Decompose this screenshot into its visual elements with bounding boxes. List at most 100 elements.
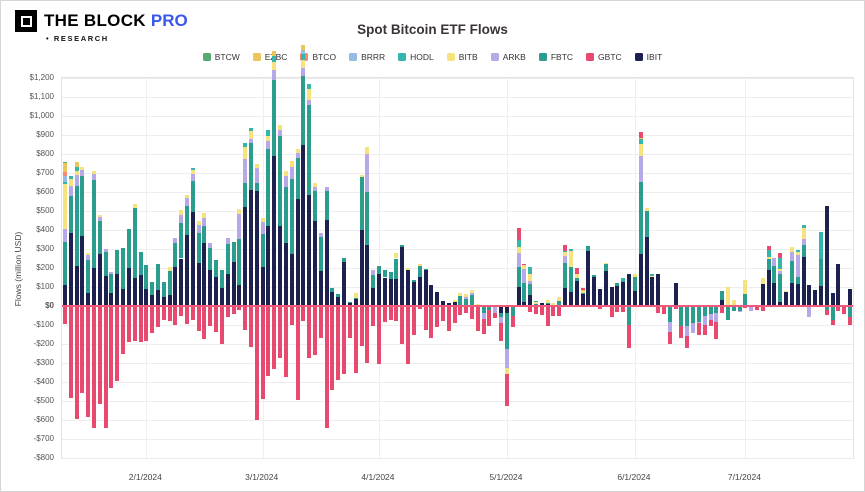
bar-segment-fbtc [714,306,719,313]
bar-segment-bitb [784,290,789,293]
bar-segment-bitb [574,274,579,278]
bar-segment-fbtc [586,245,591,251]
zero-line [62,305,853,307]
x-tick-label: 5/1/2024 [489,472,523,482]
bar-segment-arkb [289,167,294,180]
bar-segment-gbtc [225,306,230,317]
bar-segment-gbtc [260,306,265,400]
bar-segment-fbtc [376,266,381,275]
bar-segment-bitb [516,246,521,253]
bar-segment-bitb [650,275,655,278]
bar-segment-arkb [208,243,213,249]
bar-segment-fbtc [731,306,736,311]
bar-segment-ibit [429,284,434,306]
bar-segment-gbtc [470,306,475,319]
bar-segment-hodl [568,248,573,251]
bar-segment-ibit [196,263,201,306]
bar-segment-fbtc [371,275,376,288]
bar-segment-ezbc [74,161,79,168]
gridline-horizontal [62,325,853,326]
bar-segment-bitb [789,247,794,253]
bar-segment-fbtc [214,260,219,277]
bar-segment-gbtc [475,306,480,331]
bar-segment-brrr [62,176,67,182]
bar-segment-fbtc [243,183,248,208]
bar-segment-gbtc [167,306,172,322]
bar-segment-fbtc [632,276,637,292]
bar-segment-bitb [644,207,649,211]
bar-segment-ibit [231,262,236,306]
legend-swatch-brrr [349,53,358,61]
bar-segment-hodl [249,128,254,132]
gridline-horizontal [62,363,853,364]
bar-segment-bitb [132,204,137,209]
legend-swatch-arkb [490,53,499,61]
legend-item-ezbc[interactable]: EZBC [252,52,287,62]
bar-segment-ibit [417,277,422,306]
bar-segment-hodl [74,167,79,172]
chart-title: Spot Bitcoin ETF Flows [357,22,508,37]
legend-item-btco[interactable]: BTCO [300,52,336,62]
legend-item-arkb[interactable]: ARKB [490,52,526,62]
legend: BTCW EZBC BTCO BRRR HODL BITB ARKB FBTC GBTC IBIT [1,52,864,62]
bar-segment-bitb [68,179,73,187]
bar-segment-fbtc [417,266,422,278]
bar-segment-ibit [522,302,527,306]
bar-segment-fbtc [365,191,370,245]
bar-segment-gbtc [173,306,178,326]
bar-segment-arkb [772,257,777,266]
legend-item-ibit[interactable]: IBIT [634,52,662,62]
bar-segment-fbtc [464,299,469,306]
bar-segment-gbtc [103,306,108,428]
bar-segment-gbtc [673,306,678,310]
bar-segment-ezbc [62,162,67,173]
bar-segment-gbtc [720,307,725,313]
bar-segment-ibit [103,275,108,306]
legend-item-gbtc[interactable]: GBTC [586,52,622,62]
legend-item-brrr[interactable]: BRRR [349,52,385,62]
bar-segment-arkb [516,252,521,268]
bar-segment-ibit [766,270,771,306]
bar-segment-hodl [272,56,277,63]
legend-item-bitb[interactable]: BITB [446,52,478,62]
bar-segment-fbtc [621,280,626,283]
bar-segment-bitb [237,209,242,215]
bar-segment-fbtc [173,242,178,268]
bar-segment-ibit [254,191,259,306]
bar-segment-ibit [528,295,533,306]
bar-segment-bitb [62,184,67,230]
bar-segment-fbtc [91,179,96,268]
bar-segment-hodl [190,167,195,170]
bar-segment-fbtc [225,243,230,274]
y-tick-label: $500 [36,206,54,215]
plot-area [61,44,854,459]
bar-segment-fbtc [272,79,277,157]
bar-segment-bitb [545,300,550,303]
legend-swatch-gbtc [586,53,595,61]
bar-segment-bitb [80,166,85,170]
gridline-vertical [506,78,508,458]
bar-segment-arkb [237,214,242,239]
bar-segment-fbtc [196,233,201,264]
bar-segment-ibit [801,256,806,306]
bar-segment-gbtc [516,228,521,241]
bar-segment-ibit [813,290,818,306]
y-tick-label: $1,100 [29,92,54,101]
bar-segment-fbtc [295,158,300,200]
bar-segment-fbtc [260,233,265,268]
bar-segment-gbtc [185,306,190,325]
bar-segment-ibit [161,296,166,306]
bar-segment-arkb [807,306,812,317]
x-tick-label: 7/1/2024 [727,472,761,482]
bar-segment-hodl [563,250,568,253]
bar-segment-gbtc [580,288,585,290]
bar-segment-ibit [423,269,428,306]
legend-item-fbtc[interactable]: FBTC [538,52,573,62]
bar-segment-fbtc [789,261,794,284]
legend-item-hodl[interactable]: HODL [398,52,434,62]
bar-segment-fbtc [231,241,236,263]
bar-segment-arkb [243,158,248,184]
legend-item-btcw[interactable]: BTCW [202,52,240,62]
bar-segment-ibit [219,287,224,306]
